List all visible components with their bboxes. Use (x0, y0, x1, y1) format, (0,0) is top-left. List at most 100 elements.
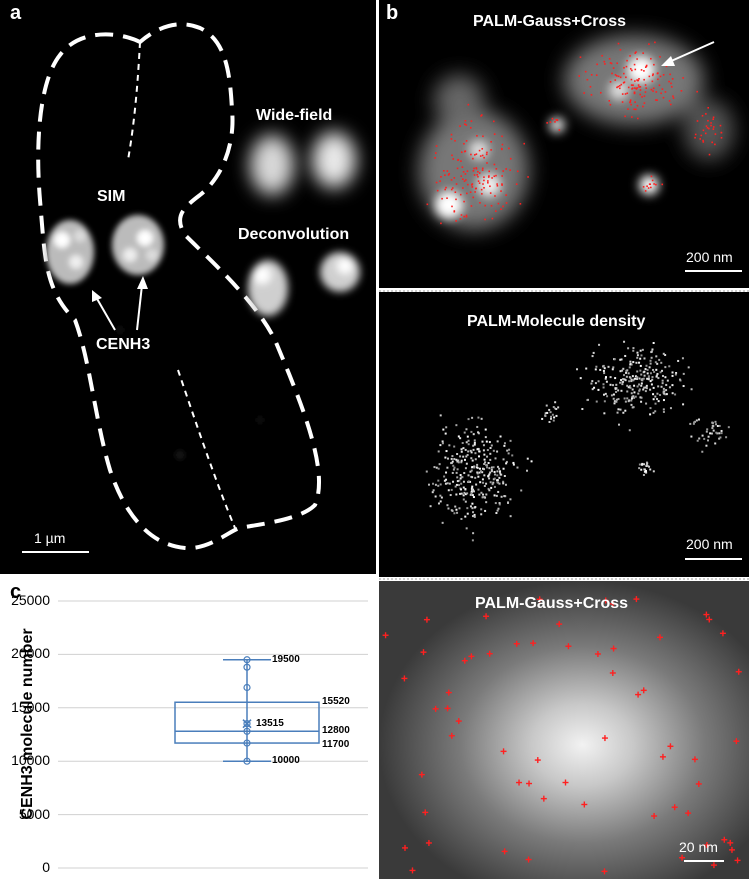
localization-cross (382, 632, 389, 639)
molecule-dot (475, 483, 478, 486)
localization-cross (481, 167, 484, 170)
molecule-dot (642, 463, 645, 466)
localization-cross (720, 131, 723, 134)
molecule-dot (437, 479, 440, 482)
localization-cross (475, 167, 478, 170)
localization-cross (706, 126, 709, 129)
molecule-dot (477, 475, 480, 478)
molecule-dot (483, 458, 486, 461)
localization-cross (602, 597, 609, 604)
molecule-dot (456, 480, 459, 483)
localization-cross (630, 103, 632, 106)
localization-cross (694, 133, 697, 136)
localization-cross (481, 193, 483, 195)
localization-cross (452, 158, 455, 160)
localization-cross (465, 140, 468, 142)
localization-cross (444, 188, 446, 191)
localization-cross (721, 836, 728, 843)
molecule-dot (456, 476, 459, 479)
panel-a-microscopy: a SIM Wide-field Deconvolution CENH3 1 µ… (0, 0, 376, 574)
molecule-dot (439, 444, 442, 447)
localization-cross (631, 116, 633, 118)
molecule-dot (671, 384, 674, 387)
localization-cross (463, 180, 466, 182)
molecule-density-dots (425, 340, 730, 542)
molecule-dot (464, 493, 467, 496)
localization-cross (590, 94, 593, 96)
localization-cross (463, 142, 465, 145)
molecule-dot (652, 368, 655, 371)
molecule-dot (703, 437, 706, 440)
localization-cross (581, 801, 588, 808)
localization-cross (608, 100, 611, 102)
localization-cross (477, 180, 480, 182)
molecule-dot (579, 377, 582, 380)
molecule-dot (441, 442, 444, 445)
molecule-dot (651, 376, 654, 379)
molecule-dot (668, 365, 671, 368)
localization-cross (432, 705, 439, 712)
panel-b-top-title: PALM-Gauss+Cross (473, 13, 627, 30)
molecule-dot (526, 457, 529, 460)
molecule-dot (613, 400, 616, 403)
localization-cross (450, 179, 453, 181)
molecule-dot (705, 430, 708, 433)
molecule-dot (661, 369, 664, 372)
molecule-dot (435, 466, 438, 469)
panel-b-top: b PALM-Gauss+Cross 200 nm (379, 0, 749, 288)
molecule-dot (605, 380, 608, 383)
localization-cross (505, 202, 508, 204)
localization-cross (460, 214, 463, 216)
molecule-dot (649, 380, 652, 383)
molecule-dot (432, 489, 435, 492)
molecule-dot (712, 429, 715, 432)
localization-cross (439, 180, 441, 182)
molecule-dot (441, 521, 444, 524)
deconvolution-blob-left (248, 260, 288, 316)
panel-b-middle-scale-bar (685, 558, 742, 560)
localization-cross (454, 139, 456, 142)
molecule-dot (451, 471, 454, 474)
molecule-dot (627, 372, 630, 375)
localization-cross (728, 846, 735, 853)
molecule-dot (603, 372, 606, 375)
molecule-dot (460, 459, 463, 462)
molecule-dot (689, 422, 692, 425)
localization-cross (657, 78, 659, 81)
localization-cross (599, 91, 602, 94)
molecule-dot (718, 437, 721, 440)
molecule-dot (659, 394, 662, 397)
molecule-dot (486, 449, 489, 452)
molecule-dot (598, 343, 601, 346)
localization-cross (519, 203, 522, 205)
molecule-dot (652, 341, 655, 344)
molecule-dot (441, 440, 444, 443)
molecule-dot (434, 483, 437, 486)
molecule-dot (471, 494, 474, 497)
localization-cross (617, 85, 620, 88)
molecule-dot (581, 408, 584, 411)
molecule-dot (545, 404, 548, 407)
molecule-dot (496, 474, 499, 477)
localization-cross (456, 167, 459, 170)
localization-cross (442, 170, 445, 172)
molecule-dot (488, 489, 491, 492)
localization-cross (644, 91, 647, 93)
molecule-dot (552, 419, 555, 422)
localization-cross (474, 191, 476, 193)
molecule-dot (553, 416, 556, 419)
molecule-dot (482, 481, 485, 484)
molecule-dot (603, 412, 606, 415)
molecule-dot (482, 493, 485, 496)
localization-cross (672, 95, 674, 98)
molecule-dot (640, 354, 643, 357)
localization-cross (586, 78, 589, 81)
molecule-dot (460, 482, 463, 485)
molecule-dot (477, 488, 480, 491)
localization-cross (463, 150, 466, 153)
molecule-dot (485, 501, 488, 504)
sim-label: SIM (97, 188, 126, 205)
molecule-dot (624, 379, 627, 382)
molecule-dot (599, 368, 602, 371)
molecule-dot (552, 405, 555, 408)
